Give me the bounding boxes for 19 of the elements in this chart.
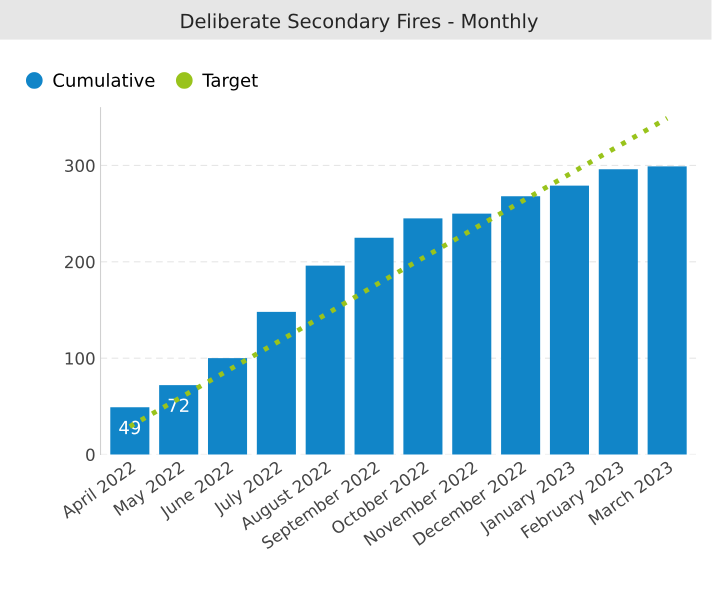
y-tick-label: 300 bbox=[65, 159, 95, 172]
bar bbox=[501, 196, 540, 454]
bar bbox=[598, 169, 638, 454]
bar bbox=[648, 166, 687, 454]
bar bbox=[110, 407, 150, 454]
bar bbox=[208, 358, 248, 454]
bar bbox=[452, 214, 492, 454]
bar bbox=[550, 186, 589, 454]
bar bbox=[403, 218, 442, 454]
legend-label: Target bbox=[202, 74, 258, 91]
y-tick-label: 200 bbox=[65, 256, 95, 268]
y-tick-label: 0 bbox=[86, 448, 95, 462]
chart-title: Deliberate Secondary Fires - Monthly bbox=[181, 13, 538, 32]
bar bbox=[256, 312, 296, 454]
bar bbox=[354, 238, 394, 454]
y-tick-label: 100 bbox=[66, 352, 95, 365]
legend-label: Cumulative bbox=[53, 73, 154, 88]
bar bbox=[159, 385, 198, 454]
bar bbox=[306, 266, 345, 454]
